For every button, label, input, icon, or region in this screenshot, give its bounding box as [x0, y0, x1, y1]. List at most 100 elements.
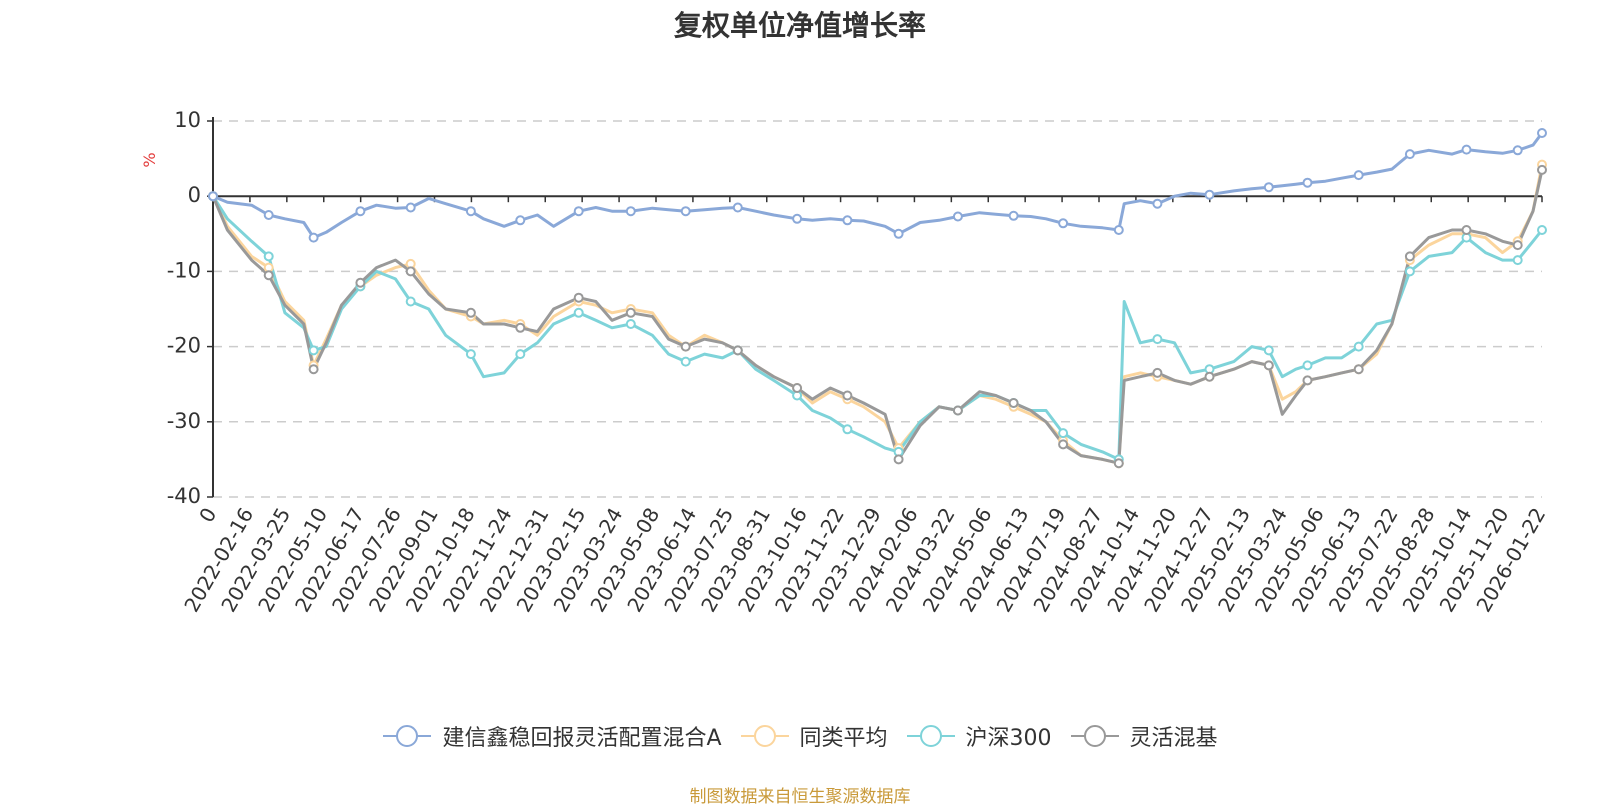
- data-point: [1353, 341, 1364, 352]
- y-tick-label: 10: [174, 108, 201, 132]
- data-point: [1152, 334, 1163, 345]
- legend-swatch: [383, 725, 432, 747]
- series-line-0: [212, 132, 1544, 240]
- data-point: [1152, 198, 1163, 209]
- data-point: [1537, 128, 1547, 138]
- series-line-3: [211, 169, 1544, 465]
- data-point: [308, 345, 319, 356]
- data-point: [625, 319, 636, 329]
- data-point: [1404, 149, 1415, 160]
- data-point: [208, 191, 218, 202]
- data-point: [893, 228, 904, 239]
- tick-labels: 100-10-20-30-4002022-02-162022-03-252022…: [167, 108, 1551, 616]
- series-line-2: [211, 195, 1544, 461]
- data-point: [515, 215, 526, 226]
- data-point: [732, 345, 743, 356]
- axes: [207, 117, 1543, 498]
- data-point: [465, 349, 476, 360]
- data-point: [1353, 170, 1364, 181]
- legend-item[interactable]: 同类平均: [740, 720, 888, 752]
- source-note: 制图数据来自恒生聚源数据库: [689, 787, 911, 807]
- data-point: [1058, 218, 1069, 229]
- chart-title: 复权单位净值增长率: [673, 9, 926, 42]
- data-point: [680, 356, 691, 367]
- data-point: [1512, 240, 1523, 251]
- data-point: [1302, 360, 1313, 371]
- legend-swatch: [906, 725, 955, 747]
- data-point: [1008, 398, 1019, 408]
- y-tick-label: -40: [167, 484, 201, 508]
- data-point: [952, 405, 963, 416]
- gridlines: [213, 120, 1542, 498]
- y-tick-label: 0: [188, 183, 201, 207]
- data-point: [515, 349, 526, 360]
- data-point: [732, 202, 743, 213]
- legend-label: 建信鑫稳回报灵活配置混合A: [442, 726, 722, 751]
- legend: 建信鑫稳回报灵活配置混合A 同类平均 沪深300 灵活混基: [0, 720, 1600, 752]
- data-point: [842, 424, 853, 435]
- data-point: [515, 322, 526, 333]
- data-point: [1512, 255, 1523, 266]
- data-point: [625, 206, 636, 217]
- data-point: [1404, 266, 1415, 277]
- data-point: [792, 383, 803, 393]
- data-point: [308, 232, 319, 243]
- data-point: [405, 296, 416, 307]
- data-point: [405, 202, 416, 213]
- data-point: [680, 341, 691, 352]
- data-point: [842, 215, 853, 226]
- data-point: [1302, 177, 1313, 188]
- y-tick-label: -10: [167, 258, 201, 282]
- data-point: [1204, 189, 1215, 200]
- data-point: [952, 211, 963, 222]
- data-point: [1058, 428, 1069, 439]
- data-point: [263, 270, 274, 281]
- data-point: [263, 210, 274, 220]
- data-point: [1404, 251, 1415, 262]
- data-point: [355, 206, 366, 217]
- data-point: [625, 307, 636, 318]
- data-point: [1008, 210, 1019, 221]
- data-point: [842, 390, 853, 401]
- legend-swatch: [740, 725, 789, 747]
- legend-swatch: [1070, 725, 1119, 747]
- data-point: [1152, 367, 1163, 378]
- data-point: [308, 364, 319, 375]
- data-point: [1113, 458, 1124, 469]
- data-point: [263, 251, 274, 262]
- data-point: [1302, 375, 1313, 386]
- data-point: [1512, 145, 1523, 156]
- data-point: [1263, 345, 1274, 356]
- x-tick-label: 0: [194, 504, 221, 527]
- data-point: [1058, 439, 1069, 450]
- data-point: [1461, 225, 1472, 235]
- series-markers: [208, 128, 1547, 469]
- legend-label: 灵活混基: [1129, 726, 1218, 751]
- data-point: [573, 292, 584, 303]
- data-point: [355, 277, 366, 288]
- data-point: [893, 454, 904, 465]
- legend-item[interactable]: 沪深300: [906, 720, 1052, 752]
- data-point: [1113, 225, 1124, 235]
- legend-label: 同类平均: [799, 726, 888, 751]
- legend-item[interactable]: 建信鑫稳回报灵活配置混合A: [382, 720, 722, 752]
- legend-item[interactable]: 灵活混基: [1070, 720, 1218, 752]
- data-point: [792, 213, 803, 224]
- data-point: [1461, 144, 1472, 155]
- data-point: [465, 307, 476, 318]
- y-tick-label: -20: [167, 334, 201, 358]
- data-point: [1263, 360, 1274, 371]
- y-axis-unit-label: %: [140, 152, 159, 167]
- data-point: [405, 266, 416, 277]
- data-point: [465, 206, 476, 217]
- data-point: [1204, 371, 1215, 382]
- data-point: [680, 206, 691, 217]
- data-point: [1537, 164, 1547, 175]
- series-lines: [211, 132, 1544, 465]
- legend-label: 沪深300: [965, 726, 1052, 751]
- y-tick-label: -30: [167, 409, 201, 433]
- data-point: [1537, 225, 1547, 235]
- data-point: [1263, 182, 1274, 193]
- data-point: [573, 307, 584, 318]
